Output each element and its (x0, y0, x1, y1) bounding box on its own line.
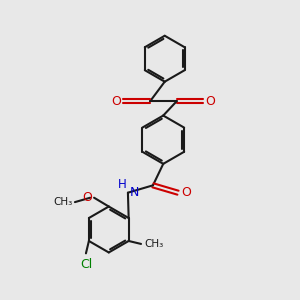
Text: CH₃: CH₃ (53, 197, 73, 207)
Text: H: H (118, 178, 126, 191)
Text: O: O (111, 95, 121, 108)
Text: O: O (82, 190, 92, 204)
Text: O: O (181, 186, 191, 199)
Text: Cl: Cl (80, 258, 92, 271)
Text: CH₃: CH₃ (145, 239, 164, 249)
Text: N: N (129, 186, 139, 199)
Text: O: O (206, 95, 215, 108)
